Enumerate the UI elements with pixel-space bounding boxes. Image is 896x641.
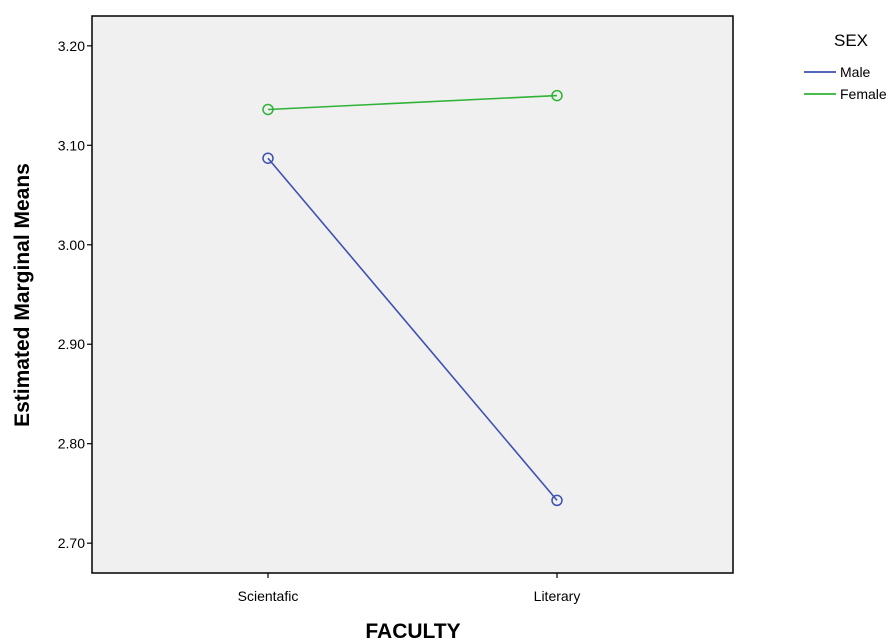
y-axis-title: Estimated Marginal Means <box>11 163 34 427</box>
legend-label-male: Male <box>840 64 871 80</box>
series-line-female <box>267 94 558 111</box>
y-axis: 2.70 2.80 2.90 3.00 3.10 3.20 <box>58 38 92 551</box>
series-line-male <box>267 157 558 501</box>
y-tick-label: 2.80 <box>58 436 85 452</box>
x-tick-label: Literary <box>534 588 581 604</box>
legend-label-female: Female <box>840 86 887 102</box>
data-point-male <box>262 152 274 164</box>
y-tick-label: 3.10 <box>58 137 85 153</box>
data-point-male <box>551 494 563 507</box>
x-tick-label: Scientafic <box>238 588 299 604</box>
series-layer <box>262 89 563 507</box>
data-point-female <box>262 103 274 116</box>
x-axis-title: FACULTY <box>365 620 460 641</box>
data-point-female <box>551 89 563 102</box>
legend-title: SEX <box>834 31 868 50</box>
y-tick-label: 3.00 <box>58 237 85 253</box>
y-tick-label: 3.20 <box>58 38 85 54</box>
y-tick-label: 2.90 <box>58 336 85 352</box>
x-axis: Scientafic Literary <box>238 573 581 604</box>
legend: SEX Male Female <box>804 31 887 102</box>
plot-area <box>91 15 734 574</box>
y-tick-label: 2.70 <box>58 535 85 551</box>
